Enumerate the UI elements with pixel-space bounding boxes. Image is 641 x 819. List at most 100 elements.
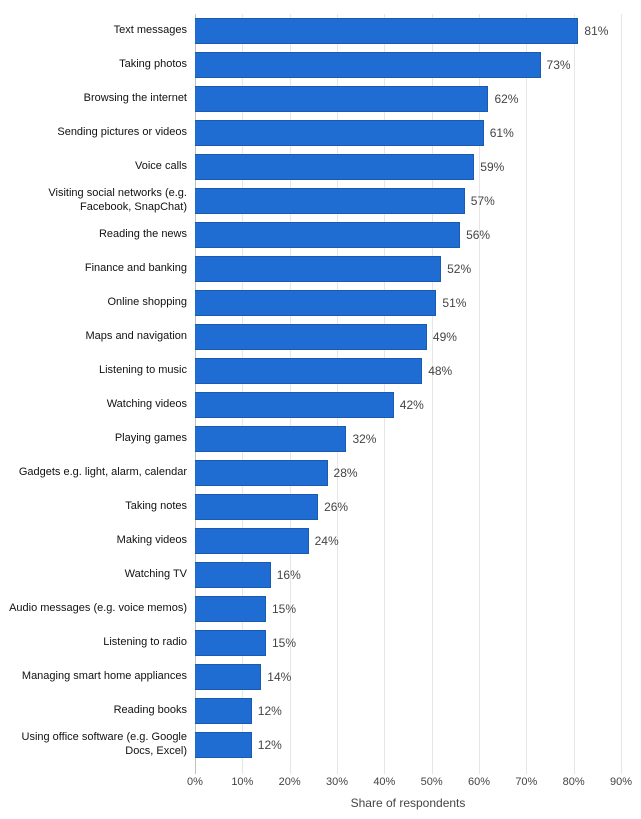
chart-row: Voice calls 59% (0, 150, 621, 184)
value-label: 26% (324, 500, 348, 514)
bar[interactable] (195, 324, 427, 350)
bar-track: 42% (195, 388, 621, 422)
bar-track: 61% (195, 116, 621, 150)
bar[interactable] (195, 18, 578, 44)
value-label: 16% (277, 568, 301, 582)
bar-track: 14% (195, 660, 621, 694)
bar[interactable] (195, 528, 309, 554)
chart-row: Audio messages (e.g. voice memos)15% (0, 592, 621, 626)
category-label: Finance and banking (0, 262, 195, 276)
value-label: 15% (272, 636, 296, 650)
category-label: Reading books (0, 704, 195, 718)
bar[interactable] (195, 86, 488, 112)
chart-row: Taking notes 26% (0, 490, 621, 524)
bar[interactable] (195, 120, 484, 146)
value-label: 28% (334, 466, 358, 480)
chart-row: Gadgets e.g. light, alarm, calendar 28% (0, 456, 621, 490)
value-label: 42% (400, 398, 424, 412)
bar[interactable] (195, 494, 318, 520)
chart-row: Listening to music48% (0, 354, 621, 388)
chart-row: Making videos24% (0, 524, 621, 558)
value-label: 73% (547, 58, 571, 72)
bar-track: 81% (195, 14, 621, 48)
x-tick-label: 80% (563, 776, 585, 788)
bar[interactable] (195, 392, 394, 418)
category-label: Listening to radio (0, 636, 195, 650)
bar-track: 12% (195, 694, 621, 728)
x-tick-label: 40% (373, 776, 395, 788)
value-label: 57% (471, 194, 495, 208)
bar-track: 15% (195, 592, 621, 626)
bar[interactable] (195, 596, 266, 622)
category-label: Reading the news (0, 228, 195, 242)
chart-row: Managing smart home appliances14% (0, 660, 621, 694)
bar-track: 26% (195, 490, 621, 524)
value-label: 15% (272, 602, 296, 616)
value-label: 12% (258, 704, 282, 718)
x-tick-label: 20% (279, 776, 301, 788)
bar[interactable] (195, 426, 346, 452)
x-tick-label: 90% (610, 776, 632, 788)
x-tick-label: 0% (187, 776, 203, 788)
bar[interactable] (195, 154, 474, 180)
bar[interactable] (195, 562, 271, 588)
bar[interactable] (195, 460, 328, 486)
value-label: 81% (584, 24, 608, 38)
value-label: 61% (490, 126, 514, 140)
bar-track: 32% (195, 422, 621, 456)
bar-track: 62% (195, 82, 621, 116)
value-label: 62% (494, 92, 518, 106)
bars-area: Text messages81%Taking photos73%Browsing… (0, 14, 621, 774)
bar-track: 49% (195, 320, 621, 354)
chart-row: Playing games32% (0, 422, 621, 456)
bar-chart: Text messages81%Taking photos73%Browsing… (0, 0, 641, 819)
bar[interactable] (195, 732, 252, 758)
category-label: Watching TV (0, 568, 195, 582)
value-label: 59% (480, 160, 504, 174)
bar[interactable] (195, 290, 436, 316)
chart-row: Reading the news 56% (0, 218, 621, 252)
bar[interactable] (195, 256, 441, 282)
bar-track: 16% (195, 558, 621, 592)
category-label: Voice calls (0, 160, 195, 174)
category-label: Online shopping (0, 296, 195, 310)
value-label: 56% (466, 228, 490, 242)
value-label: 49% (433, 330, 457, 344)
bar-track: 51% (195, 286, 621, 320)
bar[interactable] (195, 222, 460, 248)
category-label: Watching videos (0, 398, 195, 412)
bar[interactable] (195, 698, 252, 724)
bar[interactable] (195, 664, 261, 690)
bar-track: 73% (195, 48, 621, 82)
x-tick-label: 10% (231, 776, 253, 788)
category-label: Using office software (e.g. Google Docs,… (0, 731, 195, 759)
bar[interactable] (195, 52, 541, 78)
bar[interactable] (195, 358, 422, 384)
category-label: Taking notes (0, 500, 195, 514)
value-label: 14% (267, 670, 291, 684)
category-label: Visiting social networks (e.g. Facebook,… (0, 187, 195, 215)
x-tick-label: 70% (515, 776, 537, 788)
chart-row: Text messages 81% (0, 14, 621, 48)
value-label: 12% (258, 738, 282, 752)
bar[interactable] (195, 630, 266, 656)
chart-row: Watching TV 16% (0, 558, 621, 592)
x-tick-label: 50% (421, 776, 443, 788)
category-label: Browsing the internet (0, 92, 195, 106)
x-axis-title: Share of respondents (195, 796, 621, 810)
chart-row: Using office software (e.g. Google Docs,… (0, 728, 621, 762)
chart-row: Finance and banking 52% (0, 252, 621, 286)
bar-track: 24% (195, 524, 621, 558)
bar-track: 59% (195, 150, 621, 184)
category-label: Maps and navigation (0, 330, 195, 344)
bar[interactable] (195, 188, 465, 214)
chart-row: Maps and navigation 49% (0, 320, 621, 354)
bar-track: 56% (195, 218, 621, 252)
chart-row: Watching videos 42% (0, 388, 621, 422)
category-label: Text messages (0, 24, 195, 38)
chart-row: Online shopping51% (0, 286, 621, 320)
category-label: Gadgets e.g. light, alarm, calendar (0, 466, 195, 480)
bar-track: 52% (195, 252, 621, 286)
value-label: 52% (447, 262, 471, 276)
chart-row: Visiting social networks (e.g. Facebook,… (0, 184, 621, 218)
